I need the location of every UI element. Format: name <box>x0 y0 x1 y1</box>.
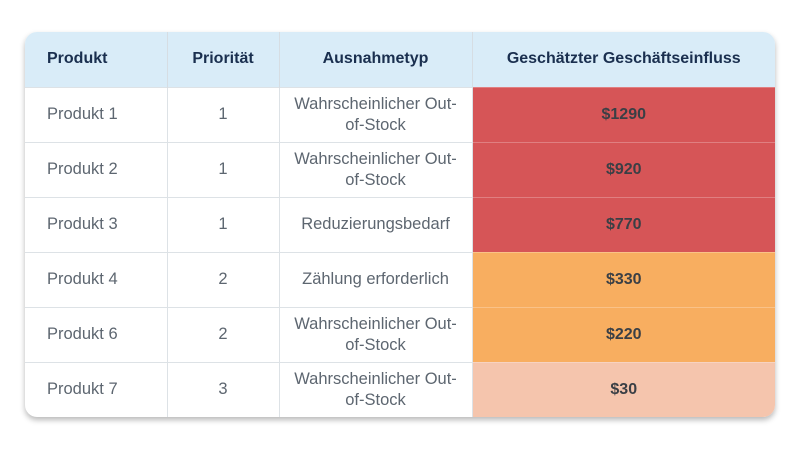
cell-business-impact: $770 <box>472 196 775 252</box>
cell-priority: 1 <box>167 196 280 252</box>
cell-business-impact: $30 <box>472 361 775 417</box>
header-produkt: Produkt <box>25 32 168 87</box>
cell-priority: 3 <box>167 361 280 417</box>
cell-business-impact: $220 <box>472 306 775 362</box>
cell-business-impact: $330 <box>472 251 775 307</box>
cell-exception-type: Wahrscheinlicher Out-of-Stock <box>279 86 473 142</box>
cell-business-impact: $1290 <box>472 86 775 142</box>
header-geschaeftseinfluss: Geschätzter Geschäftseinfluss <box>472 32 775 87</box>
table-row: Produkt 6 2 Wahrscheinlicher Out-of-Stoc… <box>25 306 775 362</box>
cell-priority: 1 <box>167 86 280 142</box>
cell-priority: 2 <box>167 251 280 307</box>
table-row: Produkt 2 1 Wahrscheinlicher Out-of-Stoc… <box>25 141 775 197</box>
cell-business-impact: $920 <box>472 141 775 197</box>
table-header-row: Produkt Priorität Ausnahmetyp Geschätzte… <box>25 32 775 87</box>
exception-table-card: Produkt Priorität Ausnahmetyp Geschätzte… <box>25 32 775 417</box>
header-ausnahmetyp: Ausnahmetyp <box>279 32 473 87</box>
exception-table: Produkt Priorität Ausnahmetyp Geschätzte… <box>25 32 775 417</box>
table-row: Produkt 4 2 Zählung erforderlich $330 <box>25 251 775 307</box>
cell-priority: 2 <box>167 306 280 362</box>
cell-priority: 1 <box>167 141 280 197</box>
cell-exception-type: Reduzierungsbedarf <box>279 196 473 252</box>
table-row: Produkt 7 3 Wahrscheinlicher Out-of-Stoc… <box>25 361 775 417</box>
cell-product: Produkt 7 <box>25 361 168 417</box>
cell-exception-type: Wahrscheinlicher Out-of-Stock <box>279 306 473 362</box>
cell-exception-type: Wahrscheinlicher Out-of-Stock <box>279 361 473 417</box>
cell-product: Produkt 2 <box>25 141 168 197</box>
cell-product: Produkt 3 <box>25 196 168 252</box>
cell-product: Produkt 4 <box>25 251 168 307</box>
table-row: Produkt 3 1 Reduzierungsbedarf $770 <box>25 196 775 252</box>
cell-exception-type: Wahrscheinlicher Out-of-Stock <box>279 141 473 197</box>
cell-exception-type: Zählung erforderlich <box>279 251 473 307</box>
cell-product: Produkt 6 <box>25 306 168 362</box>
cell-product: Produkt 1 <box>25 86 168 142</box>
header-prioritaet: Priorität <box>167 32 280 87</box>
table-row: Produkt 1 1 Wahrscheinlicher Out-of-Stoc… <box>25 86 775 142</box>
